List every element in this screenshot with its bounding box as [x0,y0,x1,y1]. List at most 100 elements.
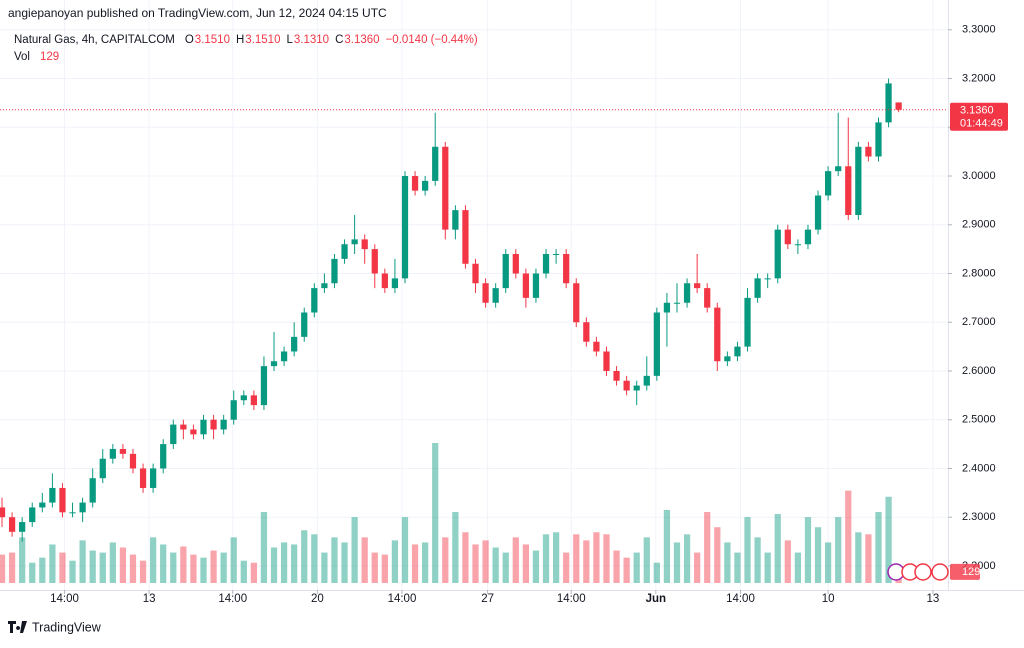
volume-bar [643,537,650,583]
volume-bar [593,532,600,583]
candle-body [150,468,157,488]
candle-body [291,336,298,352]
candle-body [371,249,378,274]
volume-bar [49,544,56,583]
candle-body [734,346,741,357]
brand-logo [8,621,27,633]
candle-body [794,244,802,246]
volume-bar [0,554,6,583]
volume-bar [381,554,388,583]
volume-bar [401,517,409,583]
volume-bar [8,552,16,583]
candle-body [442,146,449,230]
candle-body [210,419,217,430]
volume-bar [391,540,399,583]
candle-body [744,297,751,347]
volume-bar [260,511,268,583]
x-tick-label: 14:00 [388,593,417,605]
volume-bar [754,537,761,583]
candle-body [552,254,560,256]
candle-body [814,195,822,230]
event-icon [914,563,932,581]
volume-bar [160,544,167,583]
ohlc-value: 3.1510 [245,34,280,46]
volume-bar [341,542,348,583]
volume-bar [573,534,580,583]
volume-bar [139,560,147,583]
event-icon [931,563,949,581]
volume-bar [865,534,872,583]
candle-body [260,366,268,406]
candle-body [139,468,147,488]
volume-bar [39,557,46,583]
candle-body [824,171,832,196]
volume-bar [19,537,26,583]
candle-body [593,341,600,352]
volume-bar [270,547,278,583]
candle-body [724,356,731,362]
volume-bar [280,542,288,583]
candle-body [784,229,791,245]
x-tick-label: Jun [646,593,666,605]
candle-body [8,517,16,532]
volume-bar [653,562,660,583]
candle-body [542,254,550,274]
x-tick-label: 14:00 [726,593,755,605]
candle-body [270,361,278,367]
volume-bar [663,509,671,583]
candle-body [472,263,479,284]
volume-bar [724,542,731,583]
candle-body [583,322,590,342]
candle-body [351,239,358,245]
volume-bar [683,534,691,583]
volume-pane [0,443,902,583]
volume-axis-label: 129 [962,566,980,578]
volume-bar [89,550,96,583]
ohlc-key: C [335,34,343,46]
volume-bar [119,547,127,583]
candle-body [99,458,106,479]
volume-bar [764,552,771,583]
candle-body [865,146,872,157]
candle-body [341,244,348,259]
brand: TradingView [8,620,102,634]
volume-bar [784,540,791,583]
volume-bar [482,540,489,583]
candle-body [422,180,429,191]
volume-bar [794,552,802,583]
candle-body [411,176,419,191]
y-tick-label: 3.2000 [962,72,996,84]
candle-body [19,522,26,532]
candle-body [109,448,116,459]
x-tick-label: 14:00 [50,593,79,605]
candle-body [230,400,237,420]
candle-body [683,283,691,303]
axes: 2.20002.30002.40002.50002.60002.70002.80… [50,24,1008,605]
volume-bar [311,534,318,583]
volume-bar [442,537,449,583]
candle-body [0,507,6,518]
candle-body [432,146,439,181]
candle-body [804,229,812,245]
candle-body [563,254,570,284]
volume-bar [331,537,338,583]
candle-body [714,307,721,362]
candle-body [311,288,318,313]
volume-bar [492,547,499,583]
candle-body [170,424,177,445]
candle-body [704,288,711,308]
ohlc-key: O [185,34,194,46]
candle-body [391,278,399,289]
y-tick-label: 2.5000 [962,414,996,426]
last-price-box [950,102,1008,131]
candle-body [653,312,660,376]
volume-bar [522,544,530,583]
candle-body [301,312,308,337]
candle-body [512,254,519,274]
candle-body [502,254,509,289]
candle-body [119,448,127,454]
volume-bar [69,560,76,583]
volume-bar [180,546,187,583]
